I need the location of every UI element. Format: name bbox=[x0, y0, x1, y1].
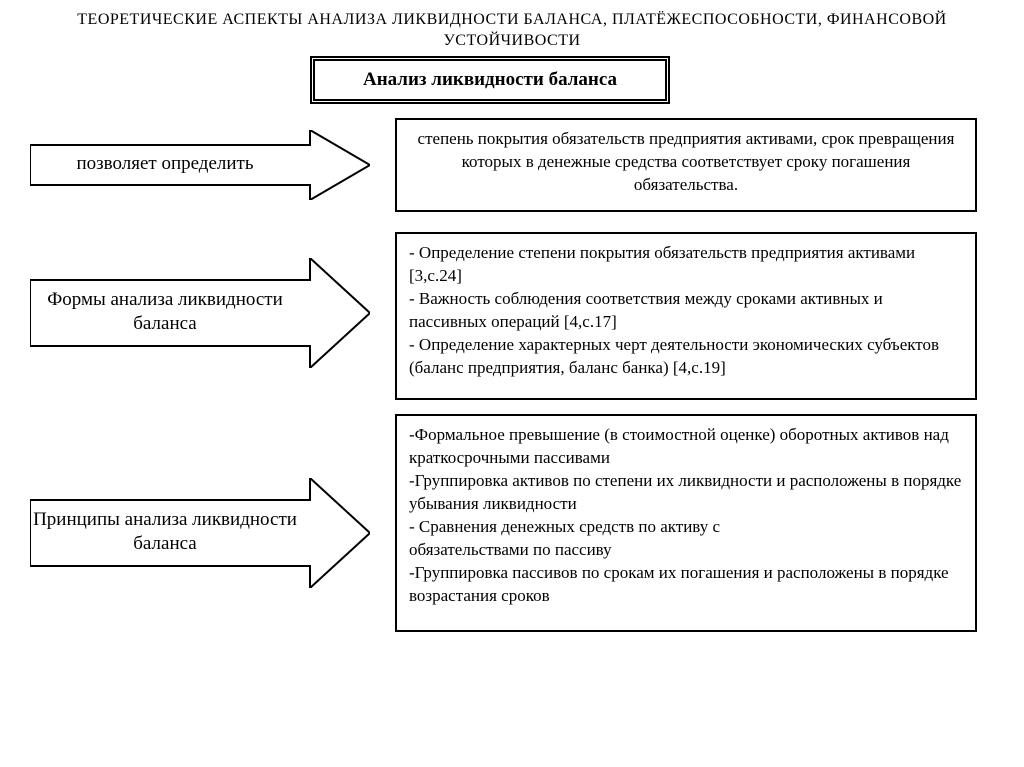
arrow-label-3: Принципы анализа ликвидности баланса bbox=[30, 508, 300, 556]
content-line: - Определение характерных черт деятельно… bbox=[409, 334, 963, 380]
content-line: -Группировка пассивов по срокам их погаш… bbox=[409, 562, 963, 608]
header-box: Анализ ликвидности баланса bbox=[310, 56, 670, 104]
content-line: -Группировка активов по степени их ликви… bbox=[409, 470, 963, 516]
content-line: - Важность соблюдения соответствия между… bbox=[409, 288, 963, 334]
content-line: степень покрытия обязательств предприяти… bbox=[418, 129, 955, 194]
content-line: -Формальное превышение (в стоимостной оц… bbox=[409, 424, 963, 470]
content-box-3: -Формальное превышение (в стоимостной оц… bbox=[395, 414, 977, 632]
content-box-2: - Определение степени покрытия обязатель… bbox=[395, 232, 977, 400]
content-line: - Определение степени покрытия обязатель… bbox=[409, 242, 963, 288]
page-title: ТЕОРЕТИЧЕСКИЕ АСПЕКТЫ АНАЛИЗА ЛИКВИДНОСТ… bbox=[0, 0, 1024, 56]
arrow-label-1: позволяет определить bbox=[30, 152, 300, 176]
content-line: - Сравнения денежных средств по активу с bbox=[409, 516, 963, 539]
content-line: обязательствами по пассиву bbox=[409, 539, 963, 562]
content-box-1: степень покрытия обязательств предприяти… bbox=[395, 118, 977, 212]
arrow-label-2: Формы анализа ликвидности баланса bbox=[30, 288, 300, 336]
